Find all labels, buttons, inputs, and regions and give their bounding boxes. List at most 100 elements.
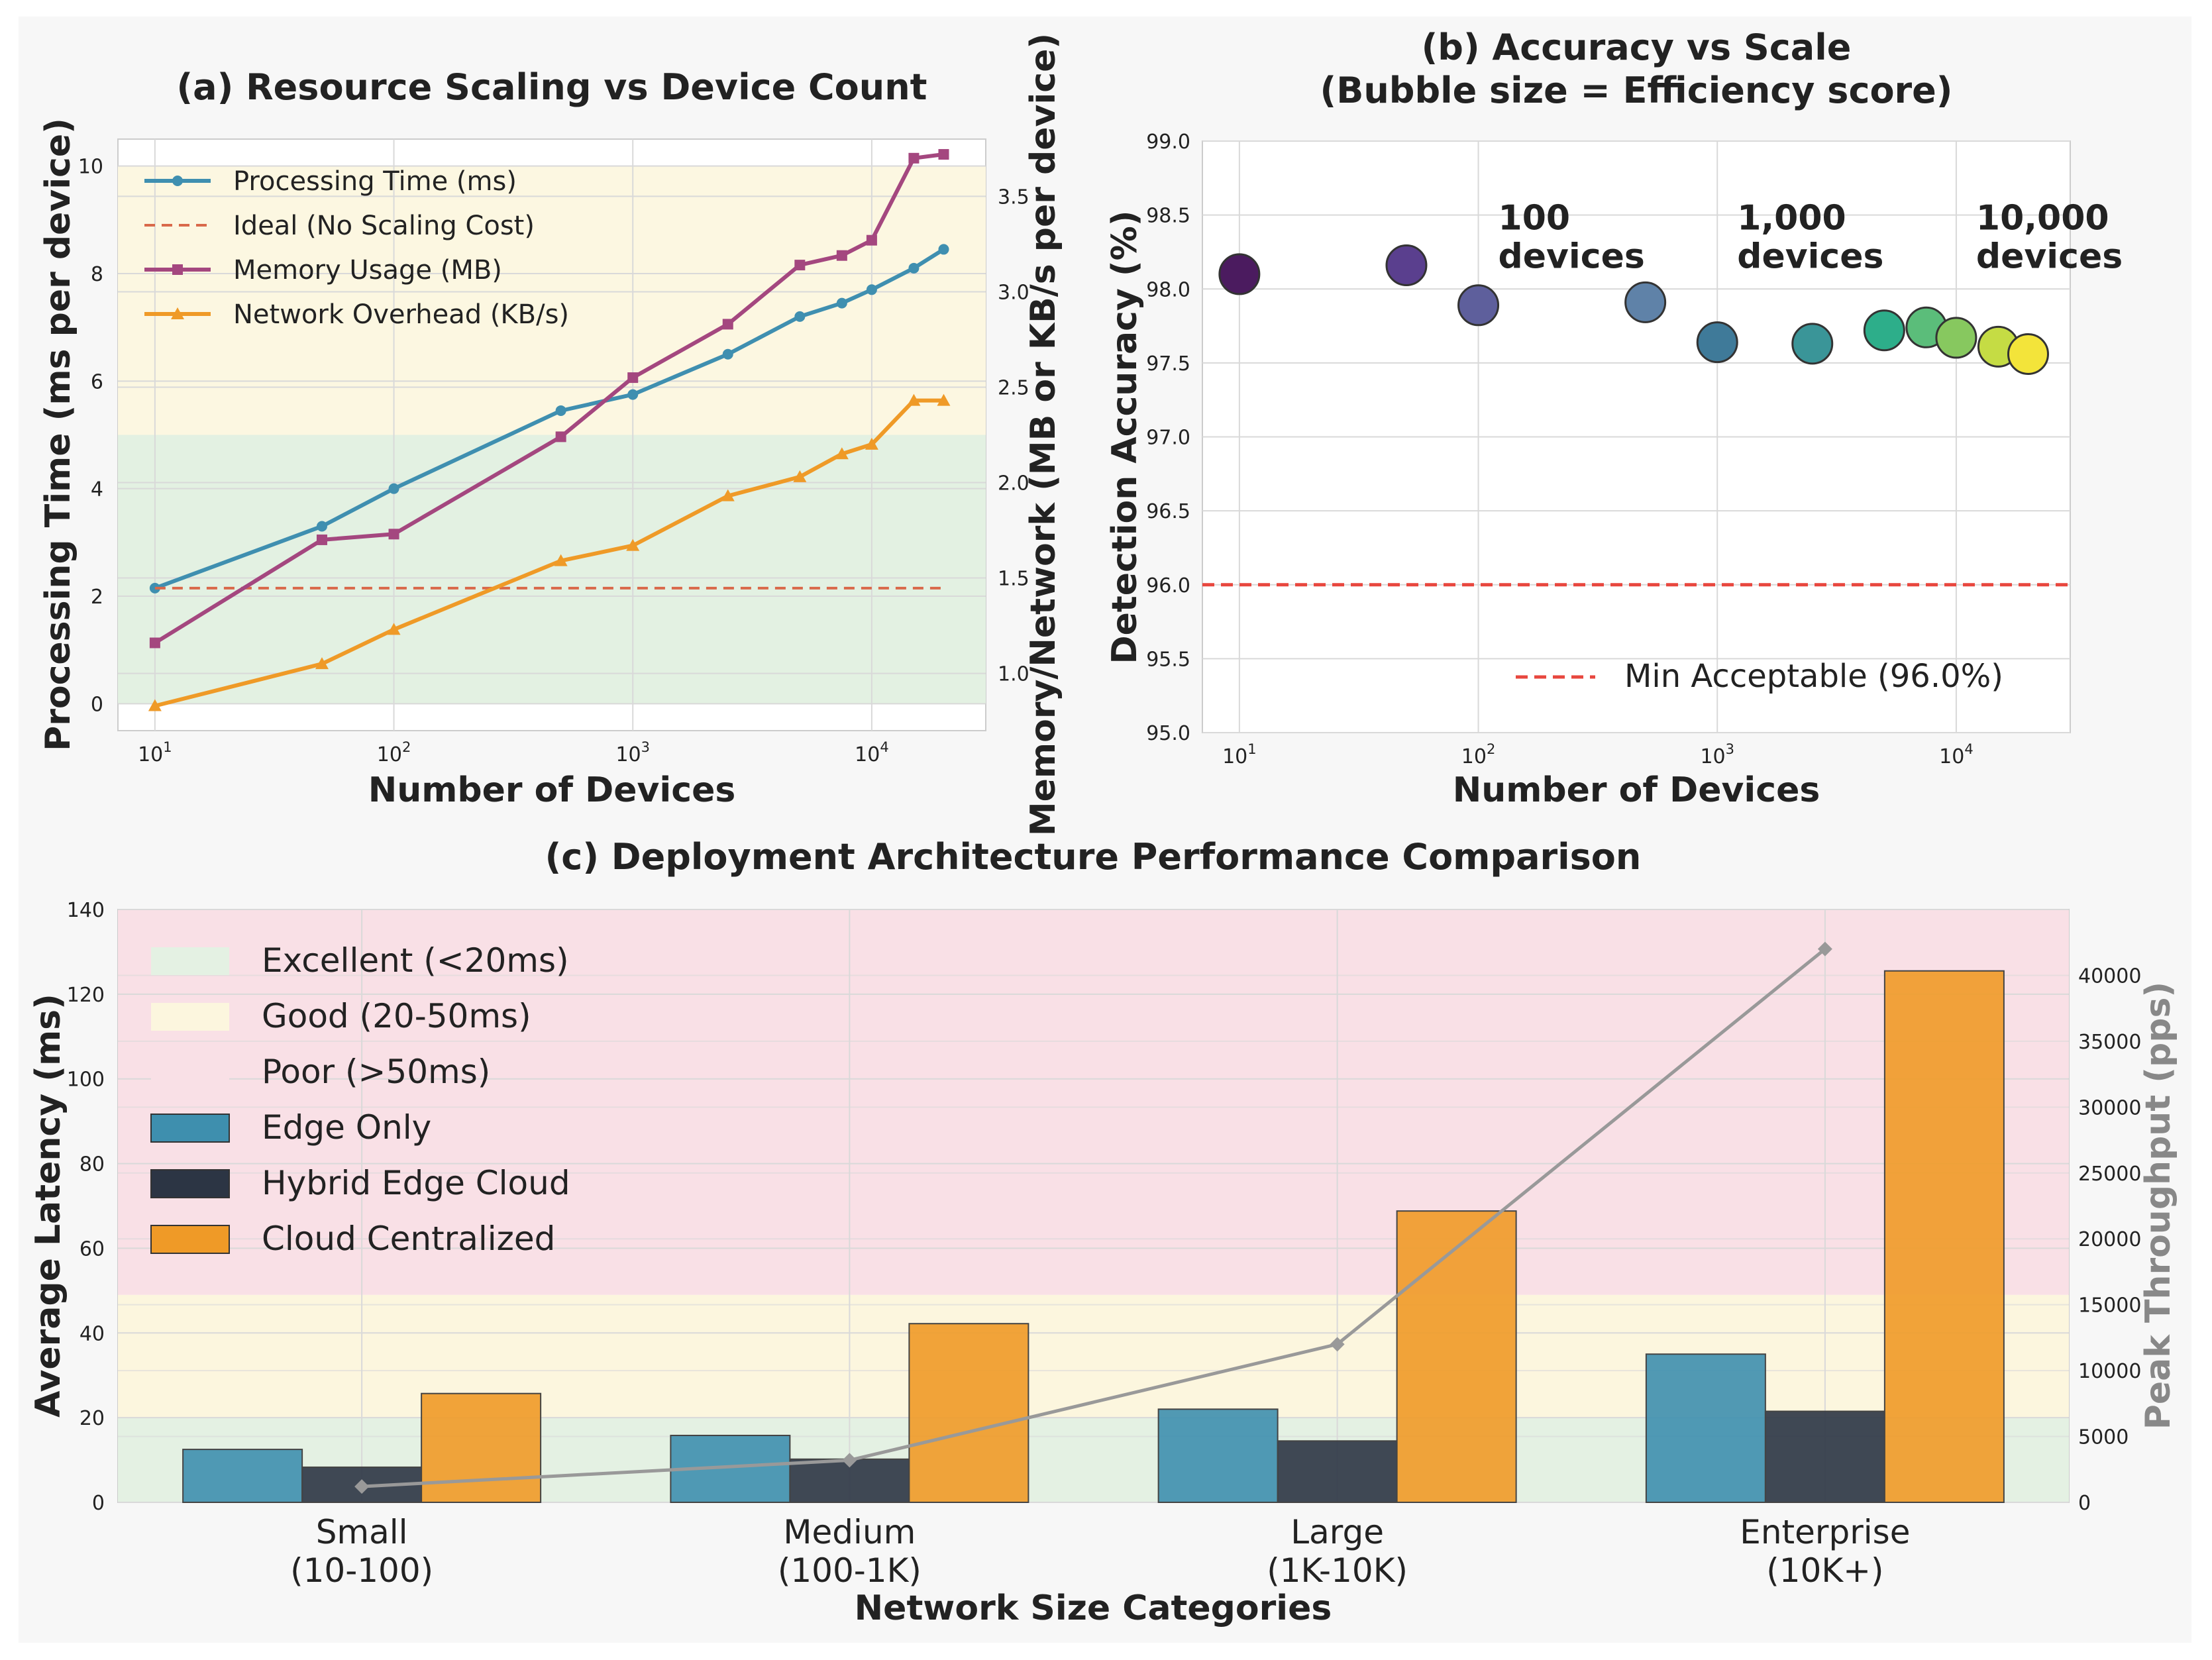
chart-a-series-3-point bbox=[315, 657, 329, 670]
chart-c-legend-swatch bbox=[150, 1225, 230, 1254]
chart-b-legend-label: Min Acceptable (96.0%) bbox=[1624, 658, 2003, 695]
chart-b-annotation: 1,000 bbox=[1737, 199, 1846, 238]
chart-a-x-tick-base: 10 bbox=[615, 743, 641, 766]
chart-c-throughput-point bbox=[842, 1453, 857, 1468]
chart-c-x-tick: Enterprise bbox=[1740, 1513, 1910, 1551]
chart-c-legend-swatch bbox=[150, 1169, 230, 1198]
chart-c-band-1 bbox=[118, 1294, 2069, 1418]
chart-a-series-2-point bbox=[388, 529, 399, 540]
chart-a-band-0 bbox=[118, 435, 986, 704]
chart-b-x-tick: 102 bbox=[1461, 741, 1496, 768]
chart-a-y-tick: 2 bbox=[91, 586, 103, 609]
chart-b-x-tick-base: 10 bbox=[1700, 745, 1725, 768]
chart-c-bar-0 bbox=[182, 1449, 303, 1504]
chart-a-x-tick-base: 10 bbox=[855, 743, 880, 766]
chart-b-x-tick-base: 10 bbox=[1939, 745, 1964, 768]
chart-a-x-tick: 101 bbox=[138, 739, 172, 766]
chart-c-y2-tick: 40000 bbox=[2078, 964, 2141, 988]
chart-c-y-axis-label: Average Latency (ms) bbox=[28, 994, 68, 1418]
chart-a-series-0-point bbox=[316, 521, 327, 532]
chart-c-x-tick: (10-100) bbox=[290, 1551, 433, 1590]
chart-a-series-3-point bbox=[721, 489, 735, 501]
chart-a-legend-marker bbox=[172, 264, 183, 275]
chart-a-series-3-point bbox=[835, 447, 849, 460]
chart-c-y-tick: 80 bbox=[79, 1153, 105, 1176]
chart-a-series-0-point bbox=[938, 244, 949, 255]
chart-c-bar-0 bbox=[1157, 1408, 1279, 1504]
chart-b-annotation: devices bbox=[1976, 237, 2123, 277]
chart-c-band-2 bbox=[118, 909, 2069, 1295]
chart-b-legend: Min Acceptable (96.0%) bbox=[1516, 658, 2003, 695]
chart-c-bar-2 bbox=[421, 1392, 542, 1504]
chart-b-point bbox=[1624, 281, 1667, 323]
chart-a-y2-axis-label: Memory/Network (MB or KB/s per device) bbox=[1024, 33, 1063, 836]
chart-b-x-tick-base: 10 bbox=[1461, 745, 1487, 768]
chart-c-x-tick: (1K-10K) bbox=[1267, 1551, 1408, 1590]
chart-b-y-tick: 97.0 bbox=[1146, 427, 1190, 450]
chart-a-series-2-point bbox=[866, 234, 877, 246]
chart-a-legend-marker bbox=[172, 176, 183, 186]
chart-c-throughput-point bbox=[354, 1479, 370, 1494]
chart-b: (b) Accuracy vs Scale (Bubble size = Eff… bbox=[1105, 26, 2123, 810]
chart-a-series-2-point bbox=[149, 637, 160, 648]
chart-c-y2-tick: 10000 bbox=[2078, 1360, 2141, 1383]
chart-a-x-tick: 103 bbox=[615, 739, 650, 766]
chart-a-series-0-point bbox=[794, 311, 806, 322]
chart-a-x-tick-base: 10 bbox=[138, 743, 163, 766]
chart-b-x-tick-exp: 3 bbox=[1726, 741, 1734, 757]
chart-a-series-0-point bbox=[627, 389, 639, 400]
chart-a-x-tick-exp: 2 bbox=[402, 739, 411, 755]
chart-c-legend-swatch bbox=[151, 1003, 229, 1031]
chart-b-point bbox=[1935, 317, 1977, 359]
chart-c-y-tick: 40 bbox=[79, 1322, 105, 1345]
chart-b-x-tick-exp: 4 bbox=[1964, 741, 1973, 757]
chart-c-x-axis-label: Network Size Categories bbox=[855, 1588, 1332, 1628]
chart-a-y2-tick: 3.5 bbox=[998, 185, 1029, 209]
chart-a-series-2-point bbox=[316, 534, 327, 545]
chart-c-legend-label: Edge Only bbox=[262, 1108, 431, 1147]
chart-a-legend-label: Processing Time (ms) bbox=[233, 166, 517, 197]
chart-c-y-tick: 100 bbox=[67, 1068, 105, 1092]
chart-a-series-3-point bbox=[865, 437, 878, 450]
chart-a-series-0-point bbox=[722, 348, 733, 360]
chart-c-legend-label: Cloud Centralized bbox=[262, 1219, 555, 1258]
chart-a-x-tick: 104 bbox=[855, 739, 889, 766]
chart-c-x-tick: Large bbox=[1290, 1513, 1384, 1551]
chart-a-y-tick: 10 bbox=[78, 156, 103, 179]
chart-b-point bbox=[1457, 284, 1500, 327]
chart-c-legend-swatch bbox=[150, 1114, 230, 1143]
chart-a-legend-label: Ideal (No Scaling Cost) bbox=[233, 211, 535, 241]
chart-c-x-tick: Medium bbox=[783, 1513, 916, 1551]
chart-b-point bbox=[2007, 333, 2049, 375]
chart-c-y-tick: 20 bbox=[79, 1407, 105, 1430]
chart-a-x-tick-exp: 4 bbox=[880, 739, 888, 755]
chart-a-series-3-point bbox=[148, 699, 162, 711]
chart-c-y2-tick: 20000 bbox=[2078, 1228, 2141, 1251]
chart-c-bar-0 bbox=[1645, 1353, 1766, 1503]
chart-c-bar-1 bbox=[1764, 1410, 1885, 1503]
chart-c-y2-tick: 0 bbox=[2078, 1492, 2091, 1515]
chart-b-point bbox=[1696, 321, 1738, 364]
chart-c-bar-2 bbox=[908, 1323, 1029, 1503]
chart-a-series-3-point bbox=[626, 539, 640, 551]
chart-a-series-2-point bbox=[555, 431, 566, 442]
chart-c-throughput-line bbox=[361, 947, 1826, 1488]
chart-a-x-tick: 102 bbox=[377, 739, 411, 766]
chart-b-y-tick: 99.0 bbox=[1146, 130, 1190, 154]
chart-a-series-2-point bbox=[794, 260, 806, 271]
chart-a-series-3-point bbox=[937, 393, 951, 406]
chart-a-x-tick-exp: 1 bbox=[163, 739, 172, 755]
chart-b-y-tick: 95.0 bbox=[1146, 722, 1190, 745]
chart-a-y2-tick: 1.0 bbox=[998, 663, 1029, 686]
chart-a-y-tick: 0 bbox=[91, 693, 103, 716]
chart-b-point bbox=[1791, 323, 1834, 365]
chart-c-y2-tick: 35000 bbox=[2078, 1031, 2141, 1054]
chart-b-x-tick: 103 bbox=[1700, 741, 1734, 768]
chart-c-y-tick: 140 bbox=[67, 899, 105, 922]
chart-a-series-3-point bbox=[907, 393, 921, 406]
chart-b-x-tick-exp: 1 bbox=[1247, 741, 1256, 757]
chart-c-bar-2 bbox=[1396, 1210, 1517, 1503]
chart-a: (a) Resource Scaling vs Device Count 0 2 4… bbox=[38, 33, 1063, 836]
chart-a-legend-marker bbox=[171, 307, 184, 319]
chart-c-y-tick: 0 bbox=[92, 1492, 105, 1515]
